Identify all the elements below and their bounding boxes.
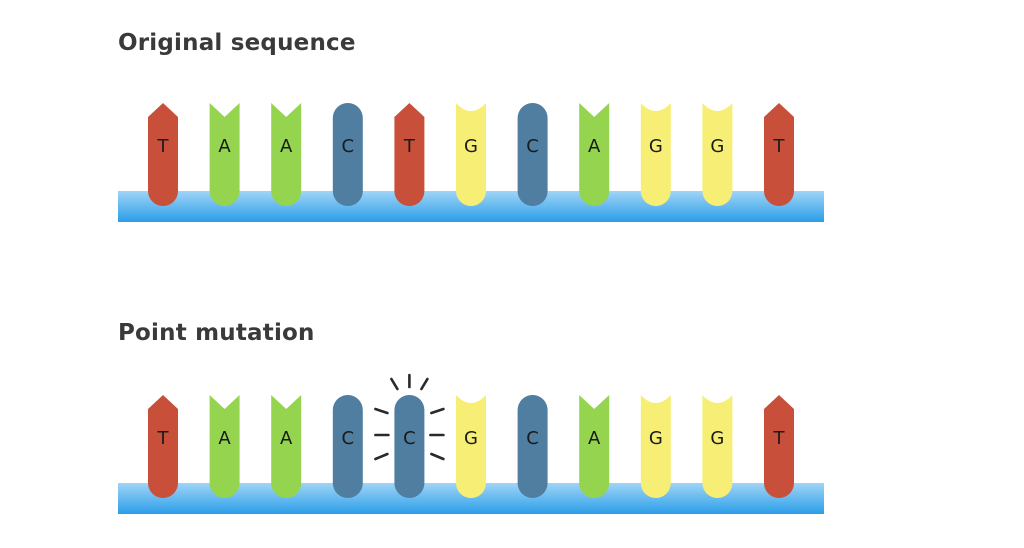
base-letter: T <box>157 136 170 157</box>
nucleotide-t: T <box>148 103 178 206</box>
nucleotide-a: A <box>579 103 610 206</box>
nucleotide-g: G <box>456 103 486 206</box>
base-letter: T <box>403 136 416 157</box>
base-shape <box>579 103 610 206</box>
base-letter: G <box>649 136 663 157</box>
base-shape <box>148 395 178 498</box>
base-shape <box>517 103 548 206</box>
base-letter: T <box>157 428 170 449</box>
base-letter: G <box>464 136 478 157</box>
base-letter: A <box>218 136 231 157</box>
base-letter: G <box>710 136 724 157</box>
base-letter: C <box>342 136 355 157</box>
base-letter: C <box>526 428 539 449</box>
base-shape <box>332 395 363 498</box>
base-letter: A <box>588 136 601 157</box>
base-letter: G <box>464 428 478 449</box>
base-shape <box>148 103 178 206</box>
base-shape <box>209 103 240 206</box>
base-shape <box>456 103 486 206</box>
base-shape <box>209 395 240 498</box>
base-shape <box>517 395 548 498</box>
base-letter: A <box>280 136 293 157</box>
nucleotide-g: G <box>702 103 733 206</box>
base-shape <box>764 103 794 206</box>
nucleotide-t: T <box>394 103 425 206</box>
base-letter: T <box>773 428 786 449</box>
base-shape <box>640 103 671 206</box>
base-letter: T <box>773 136 786 157</box>
nucleotide-g: G <box>456 395 486 498</box>
nucleotide-g: G <box>702 395 733 498</box>
nucleotide-g: G <box>640 395 671 498</box>
base-letter: G <box>710 428 724 449</box>
nucleotide-a: A <box>209 395 240 498</box>
nucleotide-a: A <box>209 103 240 206</box>
nucleotide-c: C <box>517 395 548 498</box>
nucleotide-c: C <box>517 103 548 206</box>
base-letter: A <box>280 428 293 449</box>
nucleotide-g: G <box>640 103 671 206</box>
nucleotide-c: C <box>332 103 363 206</box>
nucleotide-c: C <box>394 395 425 498</box>
base-shape <box>702 103 733 206</box>
nucleotide-a: A <box>271 103 302 206</box>
base-letter: G <box>649 428 663 449</box>
base-shape <box>640 395 671 498</box>
base-shape <box>332 103 363 206</box>
base-letter: C <box>342 428 355 449</box>
base-shape <box>394 103 425 206</box>
base-letter: A <box>218 428 231 449</box>
nucleotide-t: T <box>764 395 794 498</box>
base-shape <box>702 395 733 498</box>
base-shape <box>764 395 794 498</box>
base-shape <box>271 395 302 498</box>
point-mutation-title: Point mutation <box>118 320 315 346</box>
nucleotide-a: A <box>271 395 302 498</box>
nucleotide-t: T <box>148 395 178 498</box>
base-shape <box>456 395 486 498</box>
original-sequence-title: Original sequence <box>118 30 356 56</box>
nucleotide-t: T <box>764 103 794 206</box>
nucleotide-a: A <box>579 395 610 498</box>
mutation-highlight-burst <box>374 373 445 461</box>
base-shape <box>579 395 610 498</box>
base-letter: A <box>588 428 601 449</box>
base-letter: C <box>526 136 539 157</box>
base-shape <box>394 395 425 498</box>
base-shape <box>271 103 302 206</box>
base-letter: C <box>403 428 416 449</box>
nucleotide-c: C <box>332 395 363 498</box>
